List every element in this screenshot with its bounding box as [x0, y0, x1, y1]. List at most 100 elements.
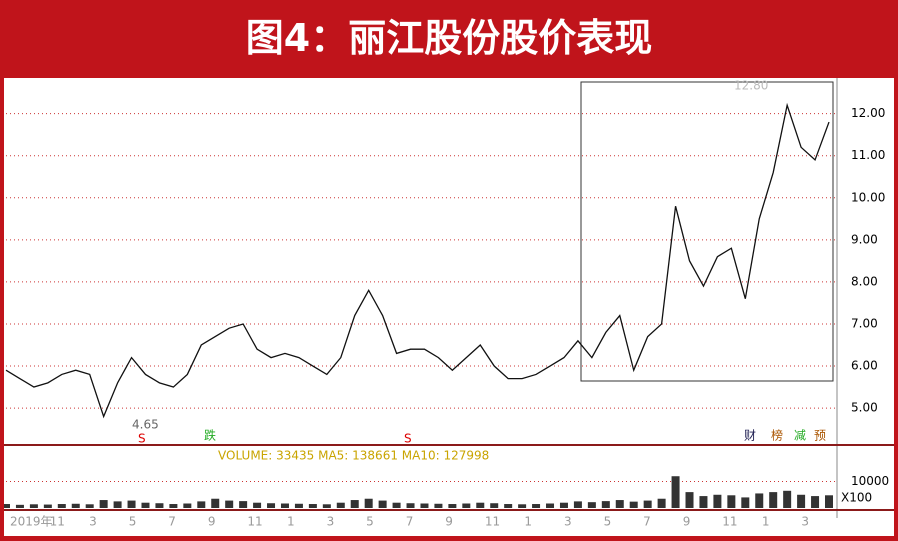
- y-tick-label: 10000: [851, 474, 889, 488]
- volume-bar: [573, 501, 582, 508]
- y-tick-label: 7.00: [851, 316, 878, 330]
- chart: 5.00 6.00 7.00 8.00 9.00 10.00 11.00 12.00 4.65 1…: [4, 78, 894, 536]
- volume-bar: [15, 504, 24, 508]
- volume-bar: [350, 500, 359, 508]
- volume-bar: [420, 503, 429, 508]
- y-tick-label: 6.00: [851, 359, 878, 373]
- volume-bar: [462, 503, 471, 508]
- y-tick-label: 11.00: [851, 148, 885, 162]
- volume-bar: [783, 490, 792, 508]
- x-tick-label: 5: [129, 515, 137, 529]
- x-tick-label: 3: [801, 515, 809, 529]
- x-tick-label: 7: [643, 515, 651, 529]
- volume-bar: [308, 504, 317, 508]
- volume-bar: [57, 504, 66, 508]
- volume-bar: [239, 501, 248, 508]
- volume-legend: VOLUME: 33435 MA5: 138661 MA10: 127998: [218, 449, 489, 463]
- y-tick-label: 10.00: [851, 190, 885, 204]
- volume-bar: [267, 503, 276, 508]
- volume-bar: [741, 497, 750, 508]
- volume-bar: [727, 495, 736, 508]
- x-tick-label: 1: [287, 515, 295, 529]
- annotation: S: [404, 432, 412, 446]
- volume-bar: [699, 496, 708, 508]
- annotation: 预: [814, 429, 826, 443]
- volume-bar: [755, 493, 764, 508]
- x-tick-label: 11: [247, 515, 262, 529]
- volume-bar: [769, 492, 778, 508]
- x-tick-label: 11: [722, 515, 737, 529]
- volume-bar: [85, 504, 94, 508]
- x-tick-label: 9: [445, 515, 453, 529]
- volume-bar: [322, 504, 331, 508]
- annotation: 跌: [204, 428, 216, 443]
- volume-bar: [587, 502, 596, 508]
- volume-bar: [99, 500, 108, 508]
- volume-bar: [476, 502, 485, 508]
- volume-bar: [4, 504, 10, 508]
- volume-bar: [629, 501, 638, 508]
- volume-bar: [141, 502, 150, 508]
- price-line: [5, 102, 830, 419]
- x-tick-label: 7: [168, 515, 176, 529]
- x-tick-label: 3: [327, 515, 335, 529]
- volume-bar: [811, 496, 820, 508]
- volume-bar: [643, 500, 652, 508]
- volume-bar: [546, 503, 555, 508]
- annotation: 财: [744, 429, 756, 443]
- volume-bar: [280, 503, 289, 508]
- volume-bar: [657, 498, 666, 508]
- volume-bar: [113, 501, 122, 508]
- volume-bar: [490, 503, 499, 508]
- title: 图4：丽江股份股价表现: [245, 16, 653, 60]
- x-tick-label: 11: [50, 515, 65, 529]
- highlight-box: [580, 81, 834, 382]
- volume-bar: [183, 503, 192, 508]
- x-tick-label: 3: [89, 515, 97, 529]
- x-tick-label: 1: [762, 515, 770, 529]
- volume-bar: [504, 504, 513, 508]
- volume-bar: [378, 500, 387, 508]
- annotation: S: [138, 432, 146, 446]
- annotation: 12.80: [734, 79, 768, 93]
- volume-bar: [615, 500, 624, 508]
- y-tick-label: 9.00: [851, 232, 878, 246]
- volume-bar: [797, 494, 806, 508]
- volume-bar: [169, 504, 178, 508]
- volume-bar: [211, 498, 220, 508]
- x-tick-label: 2019年: [10, 515, 53, 529]
- volume-bar: [336, 502, 345, 508]
- unit-label: X100: [841, 491, 872, 505]
- volume-bar: [434, 503, 443, 508]
- volume-bar: [43, 504, 52, 508]
- volume-bar: [448, 504, 457, 508]
- y-tick-label: 12.00: [851, 106, 885, 120]
- x-tick-label: 11: [485, 515, 500, 529]
- volume-bar: [155, 503, 164, 508]
- x-tick-label: 9: [208, 515, 216, 529]
- volume-bar: [518, 504, 527, 508]
- y-tick-label: 8.00: [851, 274, 878, 288]
- volume-bar: [294, 503, 303, 508]
- volume-bar: [601, 501, 610, 508]
- volume-bar: [825, 495, 833, 508]
- y-tick-label: 5.00: [851, 401, 878, 415]
- x-tick-label: 3: [564, 515, 572, 529]
- volume-bar: [71, 503, 80, 508]
- x-tick-label: 9: [683, 515, 691, 529]
- volume-bar: [559, 502, 568, 508]
- x-tick-label: 7: [406, 515, 414, 529]
- x-tick-label: 5: [604, 515, 612, 529]
- annotation: 减: [794, 429, 806, 443]
- x-tick-label: 5: [366, 515, 374, 529]
- volume-bar: [364, 498, 373, 508]
- volume-bar: [253, 502, 262, 508]
- x-tick-label: 1: [524, 515, 532, 529]
- volume-bar: [127, 500, 136, 508]
- volume-bar: [671, 476, 680, 508]
- volume-bar: [392, 502, 401, 508]
- volume-bar: [685, 492, 694, 508]
- volume-bar: [29, 504, 38, 508]
- annotation: 4.65: [132, 418, 159, 432]
